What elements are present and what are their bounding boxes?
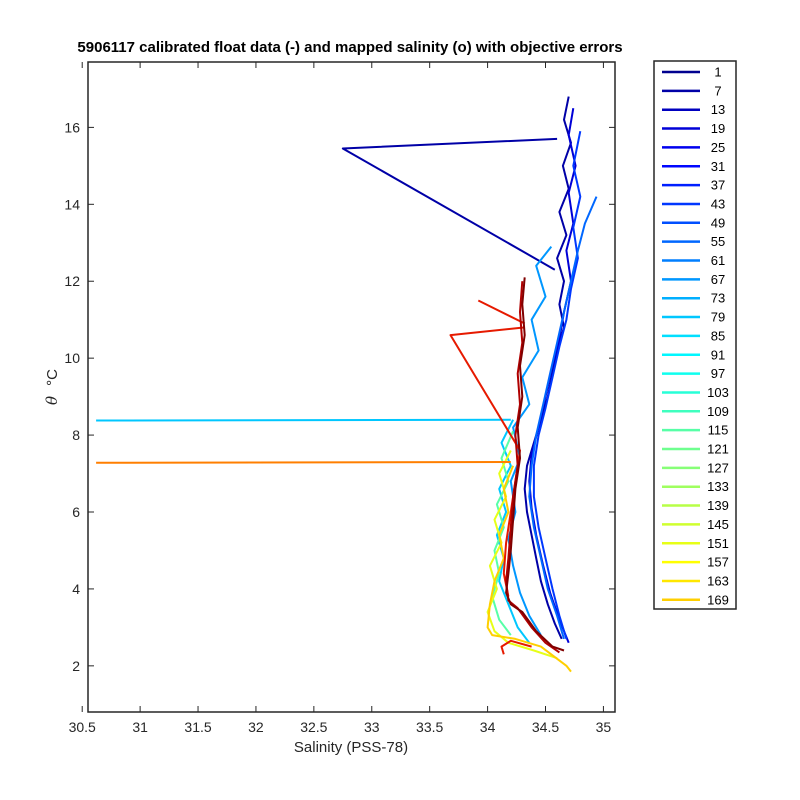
legend-label: 169 [707,592,729,607]
series-line-10 [486,450,558,660]
legend-label: 127 [707,460,729,475]
series-line-14 [477,299,526,325]
legend-label: 139 [707,498,729,513]
y-axis: 2 4 6 8 10 12 14 16 [64,119,615,674]
legend-label: 1 [714,65,721,80]
legend-label: 91 [711,347,725,362]
y-axis-label-symbol: θ [43,396,61,405]
series-line-12 [96,461,511,464]
legend-label: 31 [711,159,725,174]
y-tick-label: 2 [72,658,80,674]
chart-title: 5906117 calibrated float data (-) and ma… [77,39,622,56]
legend-label: 133 [707,479,729,494]
svg-text:θ °C: θ °C [43,369,61,405]
x-tick-label: 30.5 [69,719,96,735]
series-line-11 [486,465,572,673]
series-line-16 [505,281,560,654]
x-tick-label: 34 [480,719,496,735]
y-tick-label: 10 [64,350,80,366]
y-tick-label: 14 [64,196,80,212]
x-tick-label: 34.5 [532,719,559,735]
y-tick-label: 16 [64,119,80,135]
legend-label: 151 [707,536,729,551]
legend-label: 97 [711,366,725,381]
legend-label: 43 [711,196,725,211]
legend-label: 19 [711,121,725,136]
legend-label: 61 [711,253,725,268]
legend-label: 55 [711,234,725,249]
legend-label: 121 [707,442,729,457]
legend-label: 49 [711,215,725,230]
series-layer [96,96,598,673]
legend-label: 145 [707,517,729,532]
series-line-4 [532,131,582,640]
x-tick-label: 33 [364,719,380,735]
legend-label: 67 [711,272,725,287]
legend: 1 7 13 19 25 31 37 43 49 55 61 67 73 79 85 91 97 103 109 11… [653,60,737,610]
x-tick-label: 31 [132,719,148,735]
y-tick-label: 8 [72,427,80,443]
legend-label: 7 [714,83,721,98]
x-tick-label: 32.5 [300,719,327,735]
legend-label: 115 [708,423,729,438]
series-line-17 [505,277,565,652]
legend-label: 109 [707,404,729,419]
series-line-15 [500,639,532,655]
legend-label: 25 [711,140,725,155]
x-tick-label: 31.5 [184,719,211,735]
series-line-1 [523,96,572,640]
legend-label: 163 [707,573,729,588]
legend-label: 73 [711,291,725,306]
x-tick-label: 33.5 [416,719,443,735]
legend-label: 157 [707,555,729,570]
x-tick-label: 32 [248,719,264,735]
series-line-7 [96,418,511,422]
y-axis-label: θ °C [43,369,61,405]
legend-label: 79 [711,310,725,325]
y-tick-label: 4 [72,581,80,597]
series-line-5 [528,196,598,640]
legend-label: 37 [711,178,725,193]
legend-label: 85 [711,328,725,343]
legend-label: 13 [711,102,725,117]
x-axis-label: Salinity (PSS-78) [294,739,408,756]
x-axis: 30.5 31 31.5 32 32.5 33 33.5 34 34.5 35 [69,62,612,735]
y-axis-label-unit: °C [44,369,61,386]
plot-frame [87,61,616,713]
series-line-2 [341,137,558,271]
legend-label: 103 [707,385,729,400]
x-tick-label: 35 [596,719,612,735]
y-tick-label: 12 [64,273,80,289]
y-tick-label: 6 [72,504,80,520]
